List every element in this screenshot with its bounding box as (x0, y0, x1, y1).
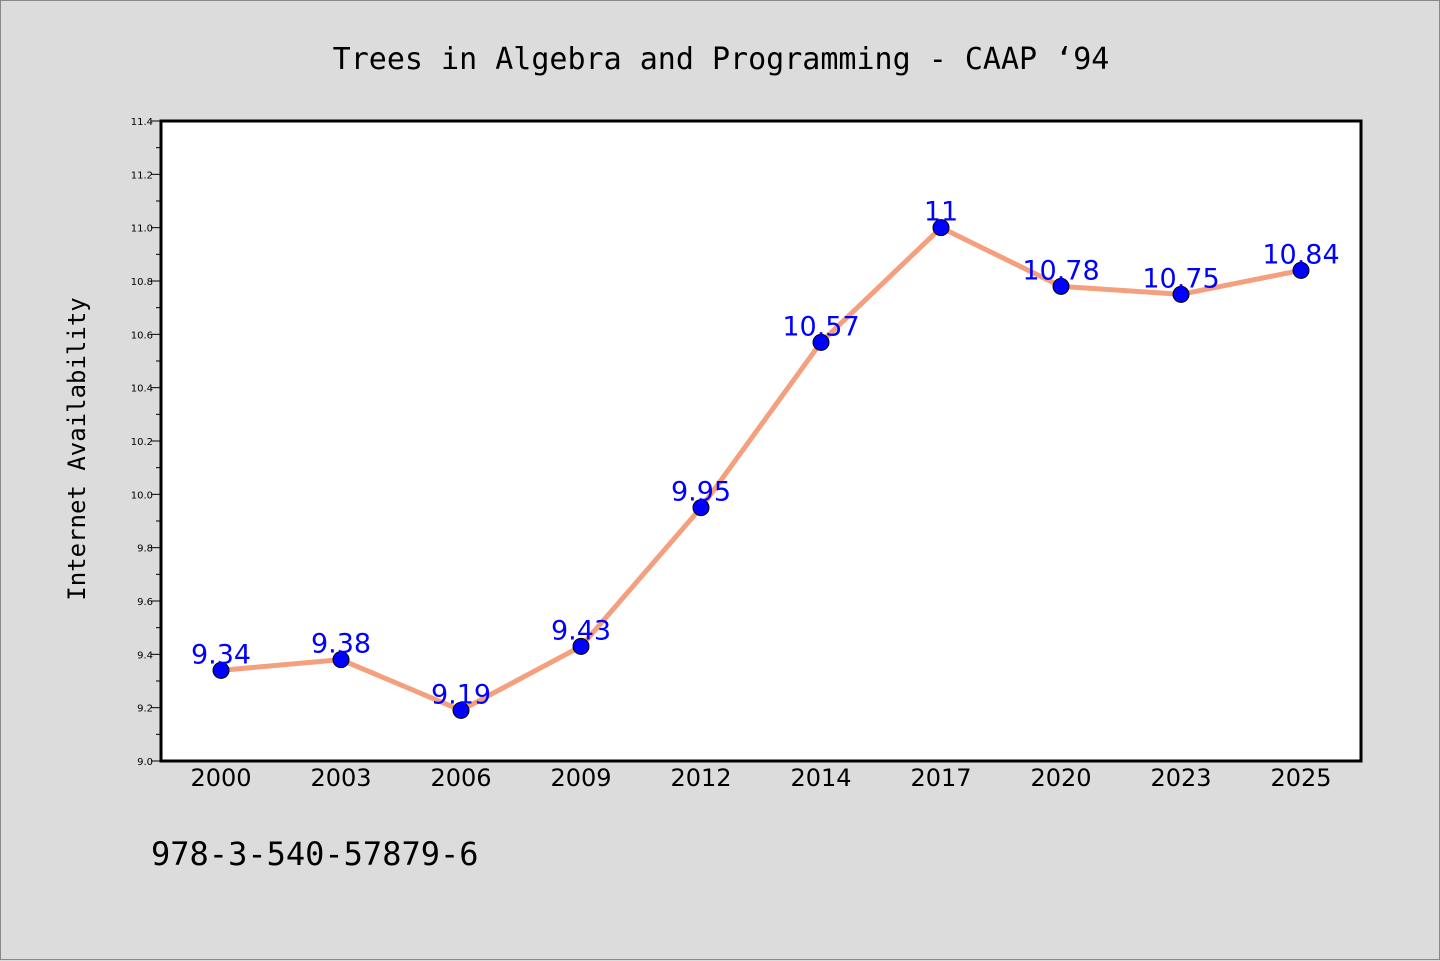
data-point-marker (812, 333, 830, 351)
x-tick-label: 2003 (310, 764, 371, 792)
y-axis-label: Internet Availability (63, 297, 91, 600)
data-point-marker (692, 499, 710, 517)
data-point-label: 10.84 (1262, 239, 1339, 270)
x-tick-label: 2000 (190, 764, 251, 792)
data-point-marker (1052, 277, 1070, 295)
y-tick-label: 9.6 (137, 597, 153, 608)
plot-area (159, 119, 1363, 763)
y-tick-label: 9.2 (137, 704, 153, 715)
y-tick-label: 11.2 (131, 170, 153, 181)
data-point-label: 9.95 (671, 477, 731, 508)
y-tick-label: 10.8 (131, 277, 153, 288)
x-tick-label: 2023 (1150, 764, 1211, 792)
data-point-label: 11 (924, 197, 958, 228)
series-line (220, 225, 1302, 713)
data-point-label: 10.57 (782, 311, 859, 342)
chart-title: Trees in Algebra and Programming - CAAP … (333, 42, 1110, 77)
x-tick-label: 2006 (430, 764, 491, 792)
data-labels-group: 9.34 9.38 9.19 9.43 9.95 10.57 11 10.78 10.75 10.… (191, 197, 1340, 711)
data-point-marker (212, 661, 230, 679)
y-tick-label: 11.4 (131, 117, 153, 128)
x-tick-label: 2009 (550, 764, 611, 792)
y-tick-label: 10.2 (131, 437, 153, 448)
data-point-marker (1292, 261, 1310, 279)
data-point-label: 10.75 (1142, 263, 1219, 294)
data-point-label: 9.43 (551, 615, 611, 646)
data-point-label: 9.34 (191, 639, 251, 670)
data-point-label: 10.78 (1022, 255, 1099, 286)
data-point-label: 9.38 (311, 629, 371, 660)
data-point-marker (332, 651, 350, 669)
data-point-label: 9.19 (431, 679, 491, 710)
series-line-group (212, 219, 1310, 719)
y-tick-label: 10.0 (131, 490, 153, 501)
x-tick-label: 2020 (1030, 764, 1091, 792)
data-point-marker (932, 219, 950, 237)
footnote-isbn: 978-3-540-57879-6 (151, 835, 479, 873)
y-tick-label: 9.4 (137, 650, 153, 661)
y-tick-label: 11.0 (131, 224, 153, 235)
x-axis-ticks: 2000 2003 2006 2009 2012 2014 2017 2020 2023 2025 (190, 764, 1331, 792)
y-axis-ticks: 9.0 9.2 9.4 9.6 9.8 10.0 10.2 10.4 10.6 10.8 11.0 1… (131, 117, 161, 768)
data-point-marker (572, 637, 590, 655)
x-tick-label: 2012 (670, 764, 731, 792)
y-tick-label: 9.0 (137, 757, 153, 768)
data-point-marker (452, 701, 470, 719)
data-point-marker (1172, 285, 1190, 303)
x-tick-label: 2017 (910, 764, 971, 792)
y-tick-label: 10.6 (131, 330, 153, 341)
x-tick-label: 2014 (790, 764, 851, 792)
y-tick-label: 10.4 (131, 384, 153, 395)
y-tick-label: 9.8 (137, 544, 153, 555)
x-tick-label: 2025 (1270, 764, 1331, 792)
